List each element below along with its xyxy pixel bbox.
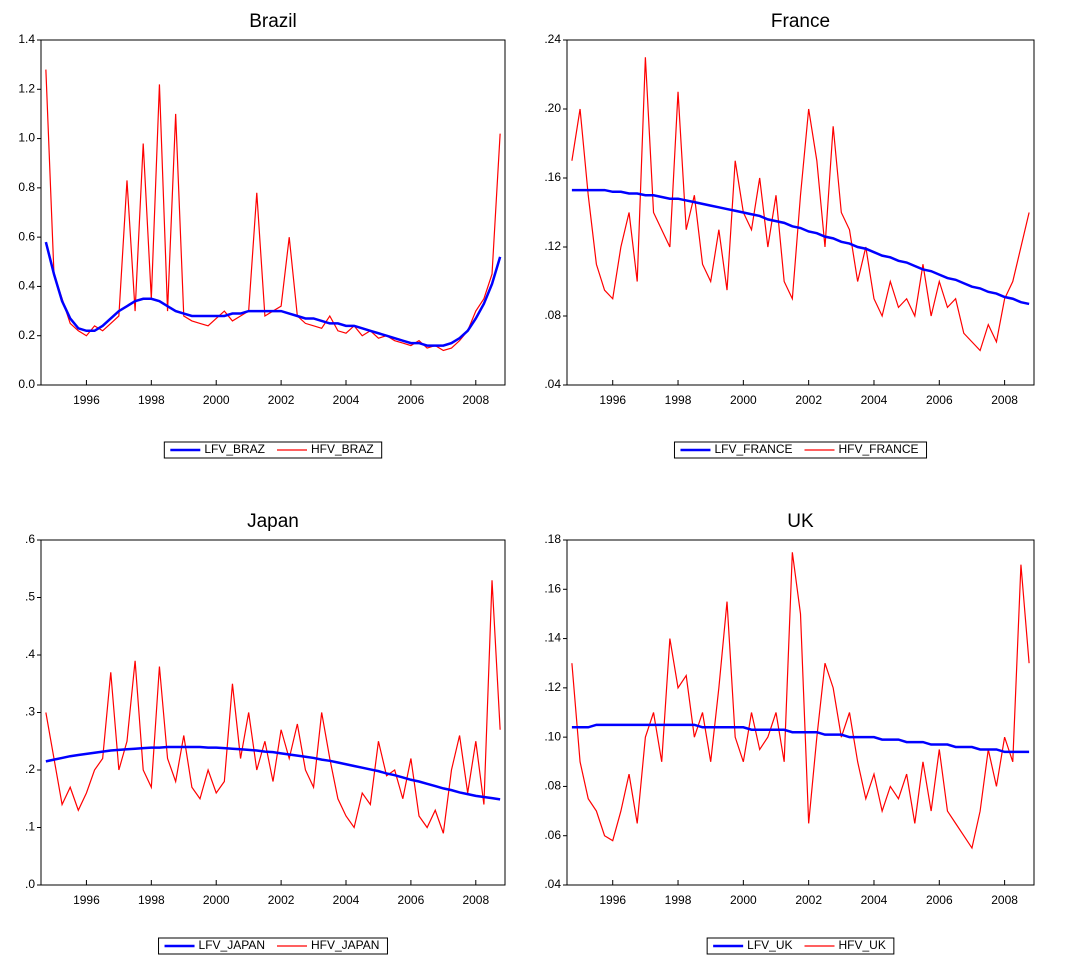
subplot: Brazil 0.0 0.2 0.4 0.6 0.8 1.0 1.2 1.4 1996 1998 20… — [18, 11, 506, 459]
y-tick-label: .04 — [544, 377, 561, 391]
legend: LFV_FRANCE HFV_FRANCE — [673, 441, 928, 459]
legend-label: LFV_FRANCE — [714, 442, 792, 456]
plot-frame — [40, 539, 506, 886]
x-tick-label: 1998 — [665, 893, 692, 907]
y-tick-label: .10 — [544, 729, 561, 743]
y-tick-label: 1.4 — [18, 32, 35, 46]
x-tick-label: 2006 — [398, 893, 425, 907]
y-tick-label: .2 — [25, 762, 35, 776]
y-tick-label: .12 — [544, 239, 561, 253]
x-tick-label: 2000 — [203, 393, 230, 407]
subplot-title: Japan — [247, 511, 299, 532]
y-tick-label: 0.2 — [18, 328, 35, 342]
y-tick-label: .4 — [25, 647, 35, 661]
x-tick-label: 2004 — [333, 893, 360, 907]
y-tick-label: .14 — [544, 631, 561, 645]
plot-frame — [566, 39, 1035, 386]
x-tick-label: 2004 — [861, 393, 888, 407]
series-line — [45, 745, 501, 801]
subplot: France .04 .08 .12 .16 .20 .24 1996 1998 2000 2002… — [544, 11, 1035, 459]
legend-label: HFV_JAPAN — [311, 938, 379, 952]
x-tick-label: 2008 — [462, 393, 489, 407]
subplot: Japan .0 .1 .2 .3 .4 .5 .6 1996 1998 2000 2002 2004 2… — [25, 511, 506, 955]
legend: LFV_BRAZ HFV_BRAZ — [163, 441, 383, 459]
x-tick-label: 1996 — [599, 893, 626, 907]
x-tick-label: 2002 — [268, 893, 295, 907]
y-tick-label: 1.0 — [18, 131, 35, 145]
x-tick-label: 2002 — [268, 393, 295, 407]
legend-box — [158, 937, 388, 955]
x-tick-label: 2008 — [462, 893, 489, 907]
y-tick-label: .6 — [25, 532, 35, 546]
legend-label: HFV_UK — [839, 938, 886, 952]
x-tick-label: 2000 — [730, 393, 757, 407]
subplot-title: UK — [787, 511, 814, 532]
y-tick-label: 0.4 — [18, 279, 35, 293]
x-tick-label: 1998 — [138, 393, 165, 407]
y-tick-label: .16 — [544, 581, 561, 595]
x-tick-label: 2002 — [795, 893, 822, 907]
legend-box — [163, 441, 383, 459]
y-tick-label: .0 — [25, 877, 35, 891]
y-tick-label: 1.2 — [18, 81, 35, 95]
x-tick-label: 2008 — [991, 893, 1018, 907]
series-line — [45, 580, 501, 834]
legend-label: LFV_BRAZ — [204, 442, 265, 456]
x-tick-label: 2000 — [203, 893, 230, 907]
legend-box — [673, 441, 928, 459]
y-tick-label: .1 — [25, 820, 35, 834]
series-line — [44, 241, 502, 347]
y-tick-label: .18 — [544, 532, 561, 546]
x-tick-label: 2000 — [730, 893, 757, 907]
x-tick-label: 2004 — [861, 893, 888, 907]
y-tick-label: .04 — [544, 877, 561, 891]
legend-label: LFV_JAPAN — [199, 938, 265, 952]
legend-label: LFV_UK — [747, 938, 792, 952]
y-tick-label: .08 — [544, 308, 561, 322]
x-tick-label: 1996 — [73, 893, 100, 907]
series-line — [571, 57, 1030, 352]
subplot: UK .04 .06 .08 .10 .12 .14 .16 .18 1996 1998 2000 20… — [544, 511, 1035, 955]
y-tick-label: .24 — [544, 32, 561, 46]
x-tick-label: 2006 — [926, 393, 953, 407]
x-tick-label: 1998 — [138, 893, 165, 907]
legend-label: HFV_BRAZ — [311, 442, 374, 456]
x-tick-label: 2004 — [333, 393, 360, 407]
subplot-title: Brazil — [249, 11, 297, 32]
y-tick-label: 0.0 — [18, 377, 35, 391]
subplot-title: France — [771, 11, 830, 32]
x-tick-label: 1998 — [665, 393, 692, 407]
y-tick-label: .20 — [544, 101, 561, 115]
y-tick-label: .08 — [544, 779, 561, 793]
plot-frame — [566, 539, 1035, 886]
series-line — [571, 552, 1030, 850]
x-tick-label: 2002 — [795, 393, 822, 407]
y-tick-label: .12 — [544, 680, 561, 694]
x-tick-label: 1996 — [73, 393, 100, 407]
y-tick-label: .3 — [25, 705, 35, 719]
x-tick-label: 2006 — [926, 893, 953, 907]
y-tick-label: 0.6 — [18, 229, 35, 243]
legend-label: HFV_FRANCE — [839, 442, 919, 456]
legend: LFV_UK HFV_UK — [706, 937, 895, 955]
legend-box — [706, 937, 895, 955]
y-tick-label: .06 — [544, 828, 561, 842]
series-line — [571, 188, 1030, 306]
y-tick-label: 0.8 — [18, 180, 35, 194]
series-line — [571, 723, 1030, 754]
plot-frame — [40, 39, 506, 386]
x-tick-label: 2006 — [398, 393, 425, 407]
x-tick-label: 1996 — [599, 393, 626, 407]
series-line — [45, 69, 501, 352]
y-tick-label: .16 — [544, 170, 561, 184]
x-tick-label: 2008 — [991, 393, 1018, 407]
legend: LFV_JAPAN HFV_JAPAN — [158, 937, 388, 955]
y-tick-label: .5 — [25, 590, 35, 604]
